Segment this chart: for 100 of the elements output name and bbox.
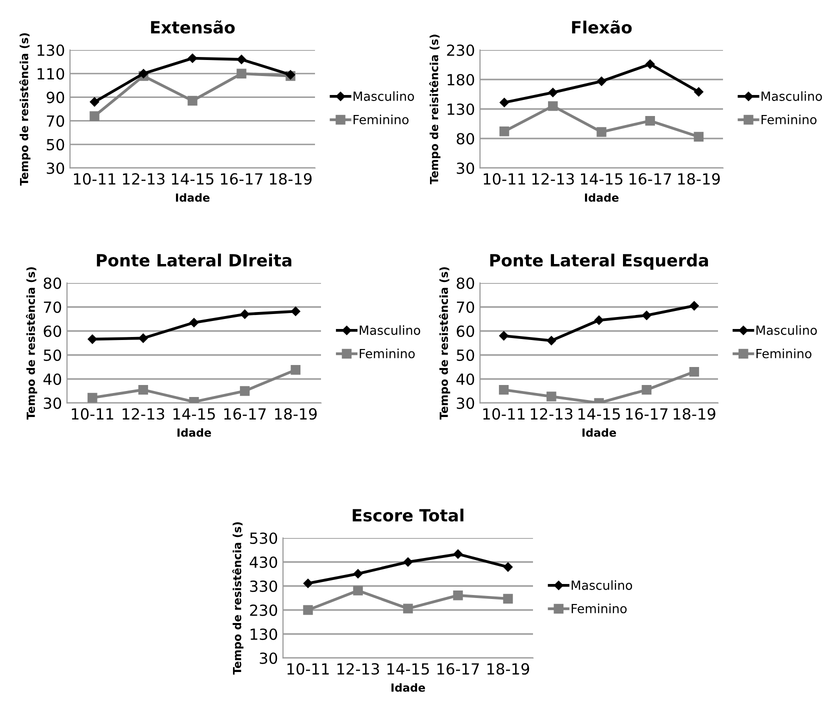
point (596, 76, 606, 86)
x-axis-title: Idade (177, 428, 211, 437)
chart-title: Flexão (572, 20, 632, 34)
y-tick-label: 90 (46, 92, 64, 104)
point (503, 562, 513, 572)
x-tick-label: 10-11 (483, 408, 525, 420)
x-tick-label: 16-17 (437, 663, 479, 675)
y-tick-label: 80 (456, 277, 474, 290)
x-tick-label: 10-11 (484, 173, 526, 185)
point (596, 127, 606, 137)
x-tick-label: 12-13 (532, 173, 574, 185)
x-tick-label: 10-11 (72, 408, 114, 420)
y-tick-label: 80 (456, 132, 474, 145)
point (290, 365, 300, 375)
y-axis-title: Tempo de resistência (s) (438, 267, 450, 420)
point (642, 384, 652, 395)
legend-label: Feminino (360, 348, 415, 358)
x-tick-label: 14-15 (172, 173, 214, 185)
point (290, 306, 300, 316)
point (645, 116, 655, 126)
y-tick-label: 230 (447, 44, 474, 56)
y-axis-title: Tempo de resistência (s) (232, 522, 244, 675)
y-tick-label: 40 (456, 373, 474, 386)
y-axis-title: Tempo de resistência (s) (19, 33, 30, 186)
y-tick-label: 50 (46, 138, 64, 150)
x-tick-label: 18-19 (275, 408, 317, 420)
x-axis-title: Idade (391, 683, 425, 692)
x-tick-label: 18-19 (678, 173, 720, 185)
y-tick-label: 430 (250, 556, 278, 568)
x-tick-label: 16-17 (626, 408, 668, 420)
y-tick-label: 130 (250, 628, 278, 640)
y-tick-label: 330 (250, 580, 278, 592)
point (90, 97, 100, 107)
x-tick-label: 18-19 (674, 408, 716, 420)
x-tick-label: 18-19 (270, 173, 312, 185)
chart-title: Escore Total (352, 508, 464, 522)
y-tick-label: 530 (250, 532, 278, 544)
legend-label: Feminino (354, 114, 409, 124)
x-axis-title: Idade (176, 193, 210, 202)
point (88, 392, 98, 403)
y-tick-label: 30 (44, 397, 62, 410)
point (236, 68, 246, 78)
point (189, 318, 199, 328)
x-tick-label: 12-13 (530, 408, 572, 420)
x-tick-label: 12-13 (122, 173, 164, 185)
x-tick-label: 14-15 (578, 408, 620, 420)
y-tick-label: 50 (456, 349, 474, 362)
point (546, 392, 556, 402)
x-tick-label: 18-19 (487, 663, 530, 675)
x-axis-title: Idade (582, 428, 616, 437)
point (453, 549, 463, 559)
x-tick-label: 14-15 (387, 663, 429, 675)
point (403, 604, 413, 614)
y-tick-label: 180 (448, 74, 474, 86)
y-axis-title: Tempo de reisitência (s) (429, 34, 440, 184)
point (240, 310, 250, 319)
y-tick-label: 30 (456, 397, 474, 410)
point (499, 331, 508, 340)
y-tick-label: 130 (38, 44, 64, 56)
point (138, 384, 148, 395)
x-tick-label: 12-13 (122, 408, 164, 420)
point (353, 569, 363, 578)
point (453, 590, 463, 600)
chart-title: Extensão (151, 20, 235, 34)
point (236, 54, 246, 64)
y-tick-label: 60 (44, 325, 62, 338)
point (303, 578, 313, 588)
x-tick-label: 16-17 (220, 173, 262, 185)
y-tick-label: 40 (43, 373, 62, 386)
x-tick-label: 10-11 (287, 663, 329, 675)
y-tick-label: 70 (44, 301, 62, 314)
point (548, 101, 558, 111)
point (642, 310, 652, 320)
point (188, 54, 198, 63)
legend-label: Masculino (354, 91, 414, 101)
legend-label: Masculino (572, 580, 632, 590)
x-axis-title: Idade (584, 193, 618, 202)
x-tick-label: 14-15 (173, 408, 215, 420)
legend-label: Feminino (572, 604, 627, 614)
point (645, 60, 655, 69)
x-tick-label: 16-17 (224, 408, 266, 420)
legend-label: Feminino (756, 348, 812, 358)
y-tick-label: 70 (46, 115, 64, 127)
legend-label: Masculino (762, 91, 822, 101)
y-tick-label: 80 (44, 277, 62, 290)
point (403, 557, 413, 567)
y-tick-label: 130 (448, 103, 474, 116)
point (500, 98, 509, 108)
point (303, 605, 313, 615)
chart-title: Ponte Lateral DIreita (96, 254, 292, 267)
point (240, 386, 250, 396)
point (499, 126, 510, 136)
y-tick-label: 30 (260, 652, 278, 664)
point (353, 586, 363, 596)
y-tick-label: 30 (46, 162, 64, 174)
point (503, 594, 513, 604)
point (90, 111, 100, 121)
y-tick-label: 230 (250, 604, 278, 616)
point (694, 132, 704, 142)
point (88, 334, 98, 344)
